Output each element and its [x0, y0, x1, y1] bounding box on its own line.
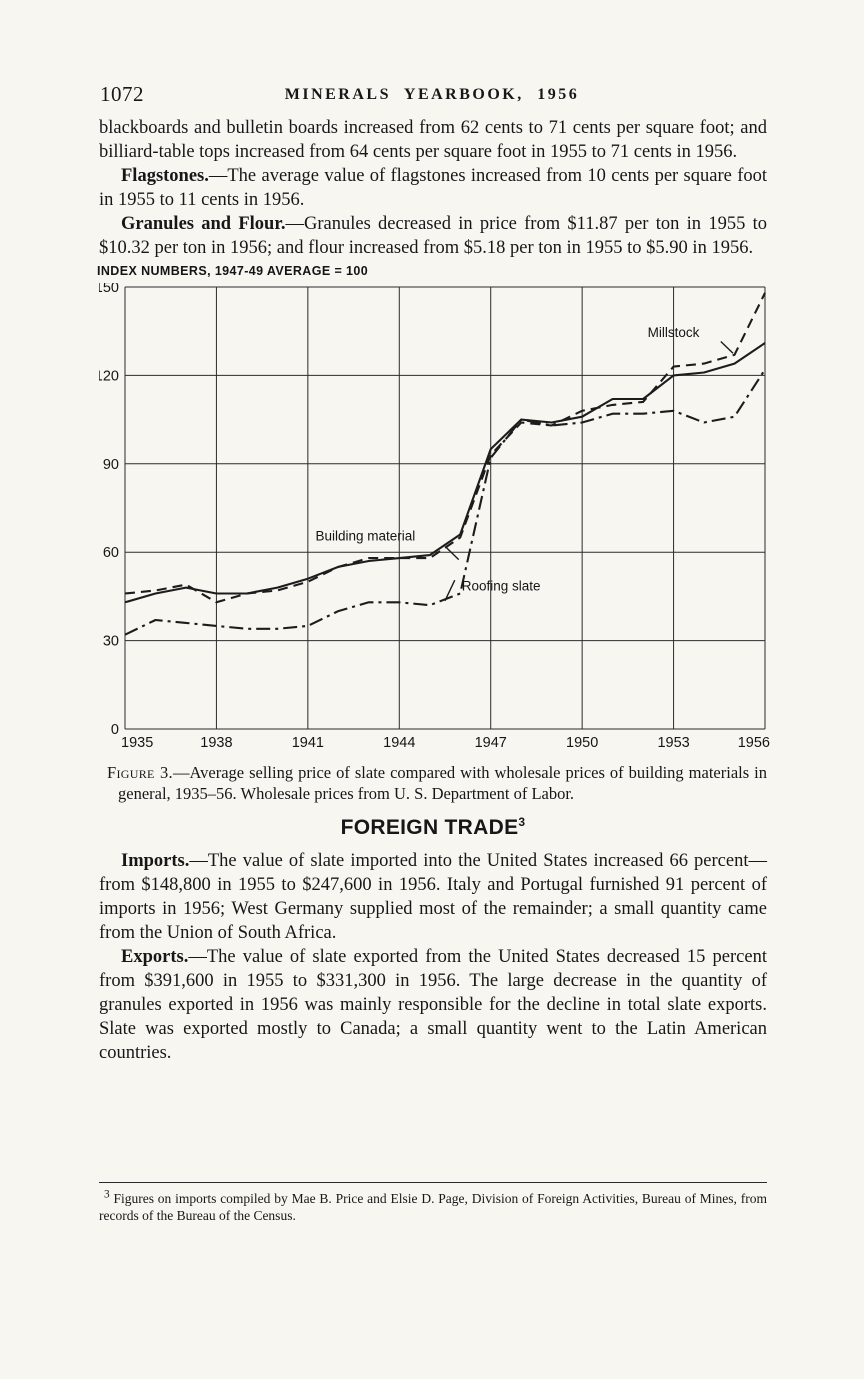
text-column: blackboards and bulletin boards increase…	[97, 116, 770, 1065]
svg-text:1953: 1953	[657, 735, 689, 751]
svg-text:60: 60	[103, 545, 119, 561]
svg-text:1947: 1947	[475, 735, 507, 751]
granules-lead: Granules and Flour.	[121, 214, 286, 234]
heading-foreign-trade-text: FOREIGN TRADE	[340, 816, 519, 839]
granules-body: —Granules decreased in price from $11.87…	[99, 214, 767, 258]
flagstones-body: —The average value of flagstones increas…	[99, 166, 767, 210]
exports-lead: Exports.	[121, 947, 189, 967]
svg-text:1941: 1941	[292, 735, 324, 751]
figure-caption-text: —Average selling price of slate compared…	[118, 763, 768, 803]
svg-text:1938: 1938	[200, 735, 232, 751]
paragraph-imports: Imports.—The value of slate imported int…	[99, 849, 767, 945]
figure-3-line-chart: 0 30 60 90 120 150 1935 1938 1941 1944 1947 1950 195…	[99, 283, 770, 753]
svg-text:90: 90	[103, 457, 119, 473]
svg-text:Roofing slate: Roofing slate	[462, 579, 541, 594]
footnote-marker: 3	[104, 1188, 110, 1201]
paragraph-granules-flour: Granules and Flour.—Granules decreased i…	[99, 212, 767, 260]
paragraph-exports: Exports.—The value of slate exported fro…	[99, 945, 767, 1065]
flagstones-lead: Flagstones.	[121, 166, 209, 186]
running-header-title: MINERALS YEARBOOK, 1956	[284, 86, 580, 103]
svg-text:30: 30	[103, 634, 119, 650]
heading-foreign-trade: FOREIGN TRADE3	[99, 816, 767, 840]
footnote-block: 3 Figures on imports compiled by Mae B. …	[99, 1182, 767, 1224]
figure-caption-label: Figure 3.	[107, 763, 173, 782]
imports-body: —The value of slate imported into the Un…	[99, 851, 767, 943]
svg-text:1956: 1956	[738, 735, 770, 751]
chart-index-title: INDEX NUMBERS, 1947-49 AVERAGE = 100	[97, 264, 369, 278]
footnote-text: 3 Figures on imports compiled by Mae B. …	[99, 1188, 767, 1224]
paragraph-continuation: blackboards and bulletin boards increase…	[99, 118, 767, 162]
svg-text:1944: 1944	[383, 735, 415, 751]
heading-footnote-marker: 3	[518, 815, 526, 829]
svg-text:Millstock: Millstock	[648, 325, 700, 340]
figure-3: INDEX NUMBERS, 1947-49 AVERAGE = 100 0 30…	[97, 264, 770, 804]
svg-text:Building material: Building material	[315, 528, 415, 543]
exports-body: —The value of slate exported from the Un…	[99, 947, 767, 1063]
imports-lead: Imports.	[121, 851, 190, 871]
paragraph-flagstones: Flagstones.—The average value of flagsto…	[99, 164, 767, 212]
page-number: 1072	[100, 82, 144, 106]
footnote-body: Figures on imports compiled by Mae B. Pr…	[99, 1191, 767, 1223]
svg-text:1935: 1935	[121, 735, 153, 751]
running-head: 1072 MINERALS YEARBOOK, 1956	[0, 82, 864, 110]
svg-text:1950: 1950	[566, 735, 598, 751]
svg-text:150: 150	[99, 283, 119, 296]
svg-text:120: 120	[99, 368, 119, 384]
figure-3-caption: Figure 3.—Average selling price of slate…	[99, 762, 767, 804]
svg-text:0: 0	[111, 722, 119, 738]
